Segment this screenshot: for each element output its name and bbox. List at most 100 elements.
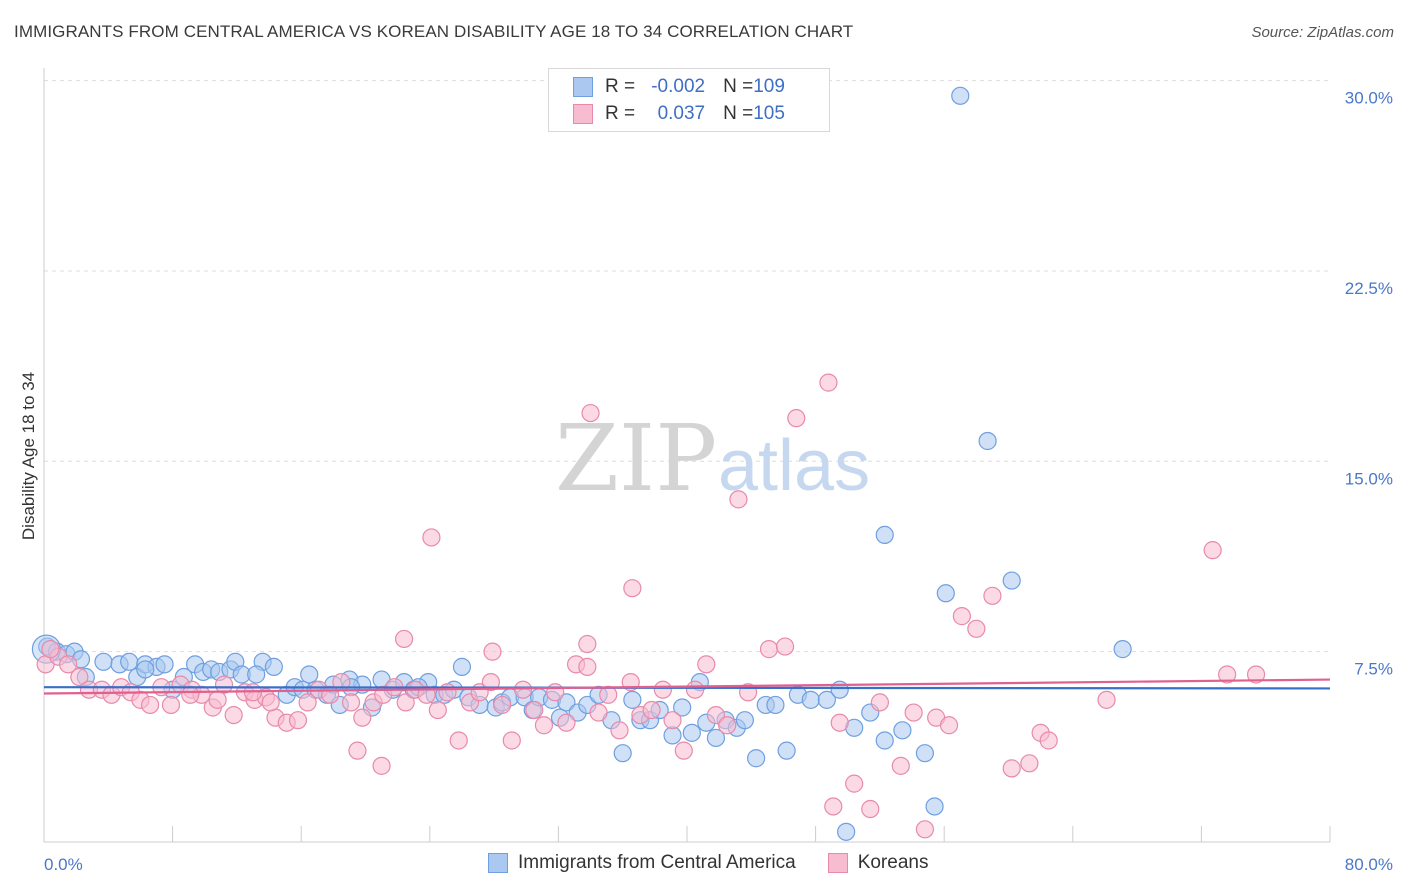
legend-r-value: -0.002: [651, 76, 706, 97]
data-point: [589, 703, 608, 722]
data-point: [261, 693, 280, 712]
data-point: [481, 673, 500, 692]
data-point: [967, 619, 986, 638]
data-point: [1039, 731, 1058, 750]
series-legend: Immigrants from Central America Koreans: [488, 852, 928, 874]
data-point: [775, 637, 795, 656]
trend-line-immigrants: [43, 686, 1331, 690]
data-point: [766, 695, 785, 715]
data-point: [861, 799, 880, 819]
legend-label-immigrants: Immigrants from Central America: [518, 852, 796, 873]
data-point: [161, 695, 181, 715]
data-point: [452, 657, 472, 676]
gridlines: [44, 80, 1330, 653]
data-point: [759, 640, 779, 659]
x-tick-label: 80.0%: [1345, 855, 1393, 874]
legend-n-value: 105: [753, 103, 785, 124]
legend-row-immigrants: R = -0.002 N = 109: [573, 75, 785, 99]
data-point: [581, 403, 600, 423]
data-point: [120, 652, 139, 671]
data-point: [915, 744, 935, 763]
data-point: [706, 705, 726, 725]
data-point: [817, 690, 836, 709]
data-point: [578, 634, 597, 654]
data-point: [1203, 541, 1222, 560]
data-point: [264, 657, 283, 676]
data-point: [787, 409, 806, 428]
data-point: [59, 655, 78, 674]
data-point: [735, 711, 754, 730]
legend-swatch-blue: [573, 77, 593, 97]
data-point: [951, 86, 970, 105]
legend-swatch-pink: [573, 104, 593, 124]
data-point: [1002, 571, 1021, 590]
watermark: ZIP atlas: [555, 405, 870, 512]
legend-n-label: N =: [723, 76, 754, 97]
data-point: [904, 703, 923, 722]
data-point: [1218, 665, 1237, 684]
data-point: [845, 774, 864, 793]
data-point: [936, 584, 955, 603]
data-point: [372, 756, 391, 775]
correlation-legend: R = -0.002 N = 109 R = 0.037 N = 105: [548, 68, 830, 132]
data-point: [830, 713, 849, 732]
data-point: [348, 741, 367, 760]
data-point: [875, 525, 894, 545]
y-tick-labels: 7.5% 15.0% 22.5% 30.0%: [1345, 89, 1393, 679]
data-point: [685, 680, 705, 699]
data-point: [613, 744, 632, 763]
data-point: [140, 695, 160, 715]
data-point: [341, 693, 361, 712]
data-point: [952, 607, 971, 626]
legend-r-label: R =: [605, 76, 636, 97]
data-point: [824, 797, 843, 816]
data-point: [493, 695, 512, 715]
y-tick-label: 7.5%: [1354, 660, 1393, 679]
data-point: [70, 667, 89, 687]
data-point: [875, 731, 894, 750]
data-point: [1097, 690, 1116, 709]
data-point: [94, 652, 113, 671]
data-point: [422, 528, 441, 547]
data-point: [181, 685, 200, 704]
data-point: [653, 680, 672, 699]
x-tick-labels: 0.0% 80.0%: [44, 855, 1393, 874]
legend-r-label: R =: [605, 103, 636, 124]
data-point: [599, 685, 618, 704]
data-point: [208, 690, 227, 709]
data-point: [300, 665, 319, 684]
data-point: [891, 756, 910, 775]
data-point: [353, 708, 372, 727]
data-point: [449, 731, 468, 750]
data-point: [610, 721, 629, 740]
data-point: [155, 655, 174, 674]
data-point: [674, 741, 693, 760]
data-point: [983, 586, 1002, 605]
legend-n-label: N =: [723, 103, 754, 124]
data-point: [428, 700, 447, 720]
legend-swatch-immigrants: [488, 853, 508, 873]
data-point: [623, 690, 642, 709]
trend-lines: [43, 678, 1331, 695]
chart-title: IMMIGRANTS FROM CENTRAL AMERICA VS KOREA…: [14, 22, 854, 41]
data-point: [706, 728, 726, 748]
axes: [43, 68, 1331, 843]
data-point: [915, 820, 935, 839]
data-point: [417, 685, 436, 704]
data-point: [41, 640, 60, 659]
data-point: [578, 657, 597, 676]
data-point: [557, 693, 576, 712]
data-point: [870, 693, 890, 712]
data-point: [663, 711, 682, 730]
data-point: [718, 716, 737, 735]
data-point: [224, 705, 243, 725]
data-point: [893, 721, 912, 740]
source-label: Source: ZipAtlas.com: [1251, 24, 1394, 41]
data-point: [394, 629, 414, 649]
y-tick-label: 30.0%: [1345, 89, 1393, 108]
data-point: [1002, 759, 1021, 778]
data-point: [1246, 665, 1266, 684]
data-point: [682, 723, 701, 742]
data-point: [247, 665, 266, 684]
data-point: [534, 716, 554, 735]
